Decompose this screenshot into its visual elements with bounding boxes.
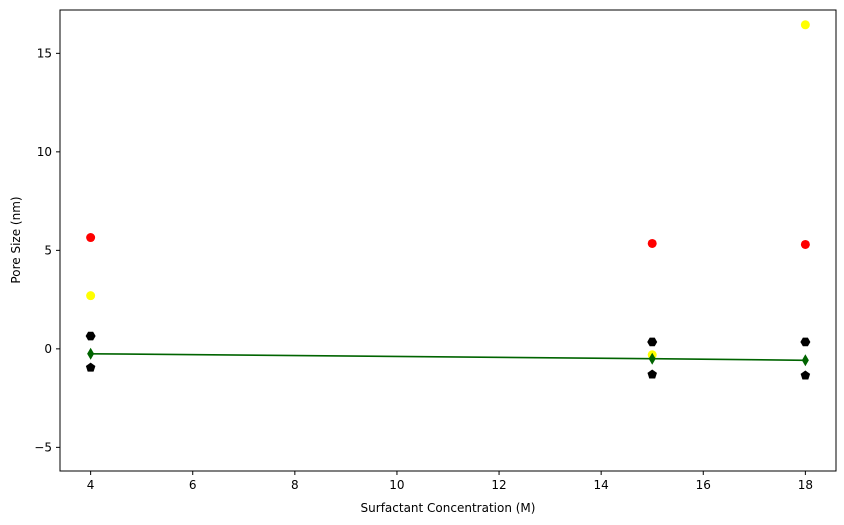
y-tick-label: 10: [37, 145, 52, 159]
data-point-pentagon: [647, 369, 657, 379]
x-tick-label: 4: [87, 478, 95, 492]
data-point-hexagon: [800, 337, 811, 347]
data-point-diamond: [801, 354, 809, 367]
x-axis-label: Surfactant Concentration (M): [361, 501, 536, 515]
y-axis-label: Pore Size (nm): [9, 196, 23, 283]
x-tick-label: 8: [291, 478, 299, 492]
plot-frame: [59, 9, 837, 472]
data-point-hexagon: [647, 337, 658, 347]
data-point-circle: [86, 233, 96, 243]
data-point-diamond: [87, 347, 95, 360]
data-point-pentagon: [800, 370, 811, 380]
x-tick-label: 6: [189, 478, 197, 492]
data-point-circle: [647, 238, 657, 248]
data-point-pentagon: [85, 362, 96, 372]
y-tick-label: 15: [37, 46, 52, 60]
x-tick-label: 12: [491, 478, 506, 492]
data-point-circle: [800, 239, 810, 249]
x-tick-label: 10: [389, 478, 404, 492]
data-point-circle: [86, 291, 96, 301]
data-point-diamond: [648, 352, 656, 365]
plot-background: [60, 10, 836, 471]
x-tick-label: 14: [594, 478, 609, 492]
data-marks: [85, 20, 811, 380]
y-tick-label: −5: [34, 440, 52, 454]
data-point-circle: [800, 20, 810, 30]
axis-ticks: 4 6 8 10 12 14 16 18 −5 0 5 10 15: [34, 46, 813, 492]
x-tick-label: 16: [696, 478, 711, 492]
y-tick-label: 0: [44, 342, 52, 356]
x-tick-label: 18: [798, 478, 813, 492]
data-point-hexagon: [85, 331, 96, 341]
y-tick-label: 5: [44, 243, 52, 257]
